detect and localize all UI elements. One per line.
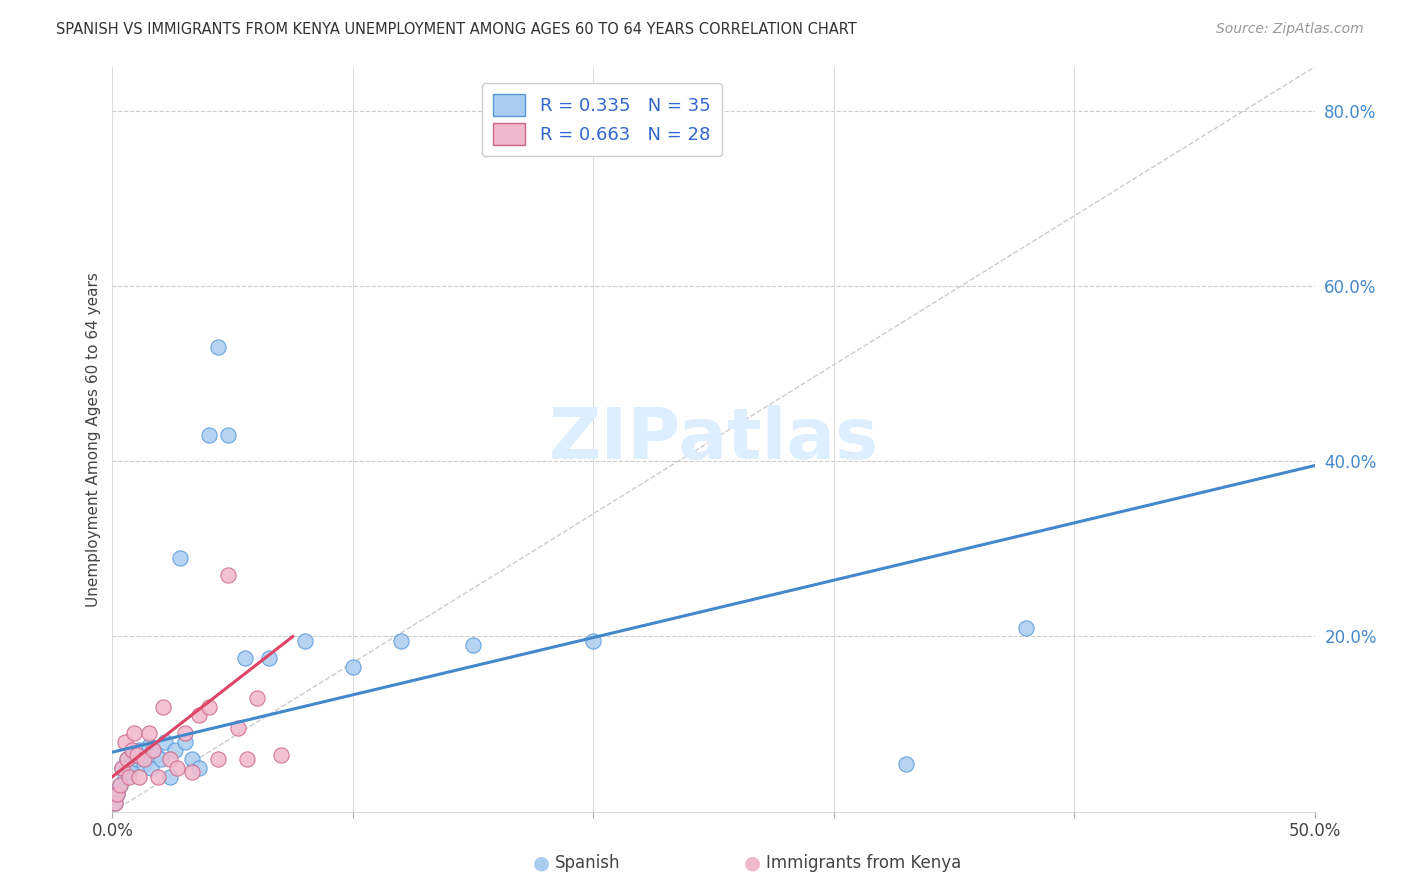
Point	[105, 787, 128, 801]
Y-axis label: Unemployment Among Ages 60 to 64 years: Unemployment Among Ages 60 to 64 years	[86, 272, 101, 607]
Point	[138, 726, 160, 740]
Point	[159, 770, 181, 784]
Point	[122, 747, 145, 762]
Point	[217, 428, 239, 442]
Point	[108, 779, 131, 793]
Point	[149, 752, 172, 766]
Point	[121, 756, 143, 771]
Point	[166, 761, 188, 775]
Point	[233, 651, 256, 665]
Point	[236, 752, 259, 766]
Point	[582, 633, 605, 648]
Point	[389, 633, 412, 648]
Point	[111, 761, 134, 775]
Point	[197, 428, 219, 442]
Text: Source: ZipAtlas.com: Source: ZipAtlas.com	[1216, 22, 1364, 37]
Point	[294, 633, 316, 648]
Point	[114, 770, 136, 784]
Point	[155, 734, 177, 748]
Text: ZIPatlas: ZIPatlas	[548, 405, 879, 474]
Point	[159, 752, 181, 766]
Point	[188, 708, 211, 723]
Point	[121, 743, 143, 757]
Point	[139, 761, 162, 775]
Text: ●: ●	[533, 854, 550, 872]
Point	[132, 752, 155, 766]
Point	[108, 779, 131, 793]
Point	[132, 756, 155, 771]
Point	[197, 699, 219, 714]
Point	[180, 752, 202, 766]
Text: ●: ●	[744, 854, 761, 872]
Point	[342, 660, 364, 674]
Point	[118, 770, 141, 784]
Point	[1015, 621, 1038, 635]
Point	[152, 699, 174, 714]
Point	[173, 734, 195, 748]
Point	[270, 747, 292, 762]
Point	[461, 638, 484, 652]
Text: SPANISH VS IMMIGRANTS FROM KENYA UNEMPLOYMENT AMONG AGES 60 TO 64 YEARS CORRELAT: SPANISH VS IMMIGRANTS FROM KENYA UNEMPLO…	[56, 22, 858, 37]
Point	[188, 761, 211, 775]
Point	[173, 726, 195, 740]
Point	[114, 734, 136, 748]
Point	[217, 568, 239, 582]
Point	[142, 743, 165, 757]
Point	[118, 765, 141, 780]
Point	[128, 743, 150, 757]
Point	[180, 765, 202, 780]
Point	[257, 651, 280, 665]
Point	[128, 770, 150, 784]
Point	[115, 752, 138, 766]
Point	[163, 743, 186, 757]
Legend: R = 0.335   N = 35, R = 0.663   N = 28: R = 0.335 N = 35, R = 0.663 N = 28	[482, 83, 721, 156]
Point	[207, 752, 229, 766]
Point	[207, 340, 229, 354]
Point	[894, 756, 917, 771]
Point	[138, 739, 160, 753]
Text: Immigrants from Kenya: Immigrants from Kenya	[766, 855, 962, 872]
Point	[145, 747, 167, 762]
Point	[246, 690, 269, 705]
Point	[115, 752, 138, 766]
Text: Spanish: Spanish	[555, 855, 621, 872]
Point	[105, 787, 128, 801]
Point	[226, 722, 249, 736]
Point	[125, 747, 148, 762]
Point	[104, 796, 127, 810]
Point	[111, 761, 134, 775]
Point	[169, 550, 191, 565]
Point	[125, 752, 148, 766]
Point	[146, 770, 169, 784]
Point	[104, 796, 127, 810]
Point	[122, 726, 145, 740]
